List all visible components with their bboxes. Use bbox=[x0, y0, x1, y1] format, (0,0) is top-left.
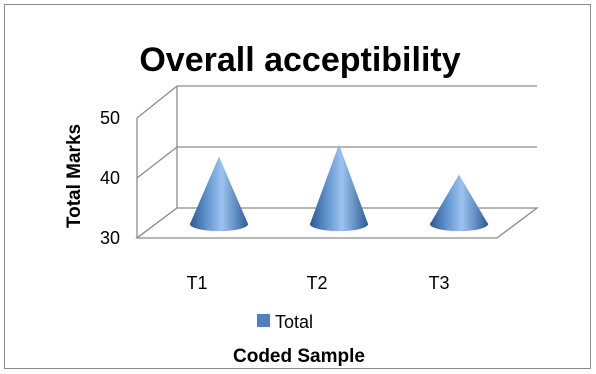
y-tick-label: 40 bbox=[100, 168, 120, 188]
chart-frame bbox=[4, 4, 591, 369]
x-tick-label: T3 bbox=[428, 273, 449, 293]
x-tick-label: T1 bbox=[186, 273, 207, 293]
gridline-side bbox=[136, 85, 178, 119]
legend-swatch bbox=[257, 314, 270, 327]
cone-t3 bbox=[430, 174, 488, 231]
cone-t1 bbox=[190, 156, 248, 231]
gridline-side bbox=[136, 146, 178, 179]
cone-series bbox=[190, 144, 488, 231]
x-axis-label: Coded Sample bbox=[233, 346, 365, 367]
y-tick-label: 50 bbox=[100, 108, 120, 128]
x-axis-categories: T1 T2 T3 bbox=[186, 273, 449, 293]
cone-body bbox=[190, 156, 248, 231]
cone-t2 bbox=[310, 144, 368, 231]
x-tick-label: T2 bbox=[306, 273, 327, 293]
y-axis-label: Total Marks bbox=[64, 124, 85, 228]
gridlines bbox=[136, 85, 537, 179]
legend: Total bbox=[257, 312, 313, 332]
chart-title: Overall acceptibility bbox=[139, 41, 460, 79]
cone-body bbox=[430, 174, 488, 231]
y-axis-ticks: 30 40 50 bbox=[100, 108, 120, 248]
y-tick-label: 30 bbox=[100, 228, 120, 248]
legend-label: Total bbox=[275, 312, 313, 332]
cone-body bbox=[310, 144, 368, 231]
